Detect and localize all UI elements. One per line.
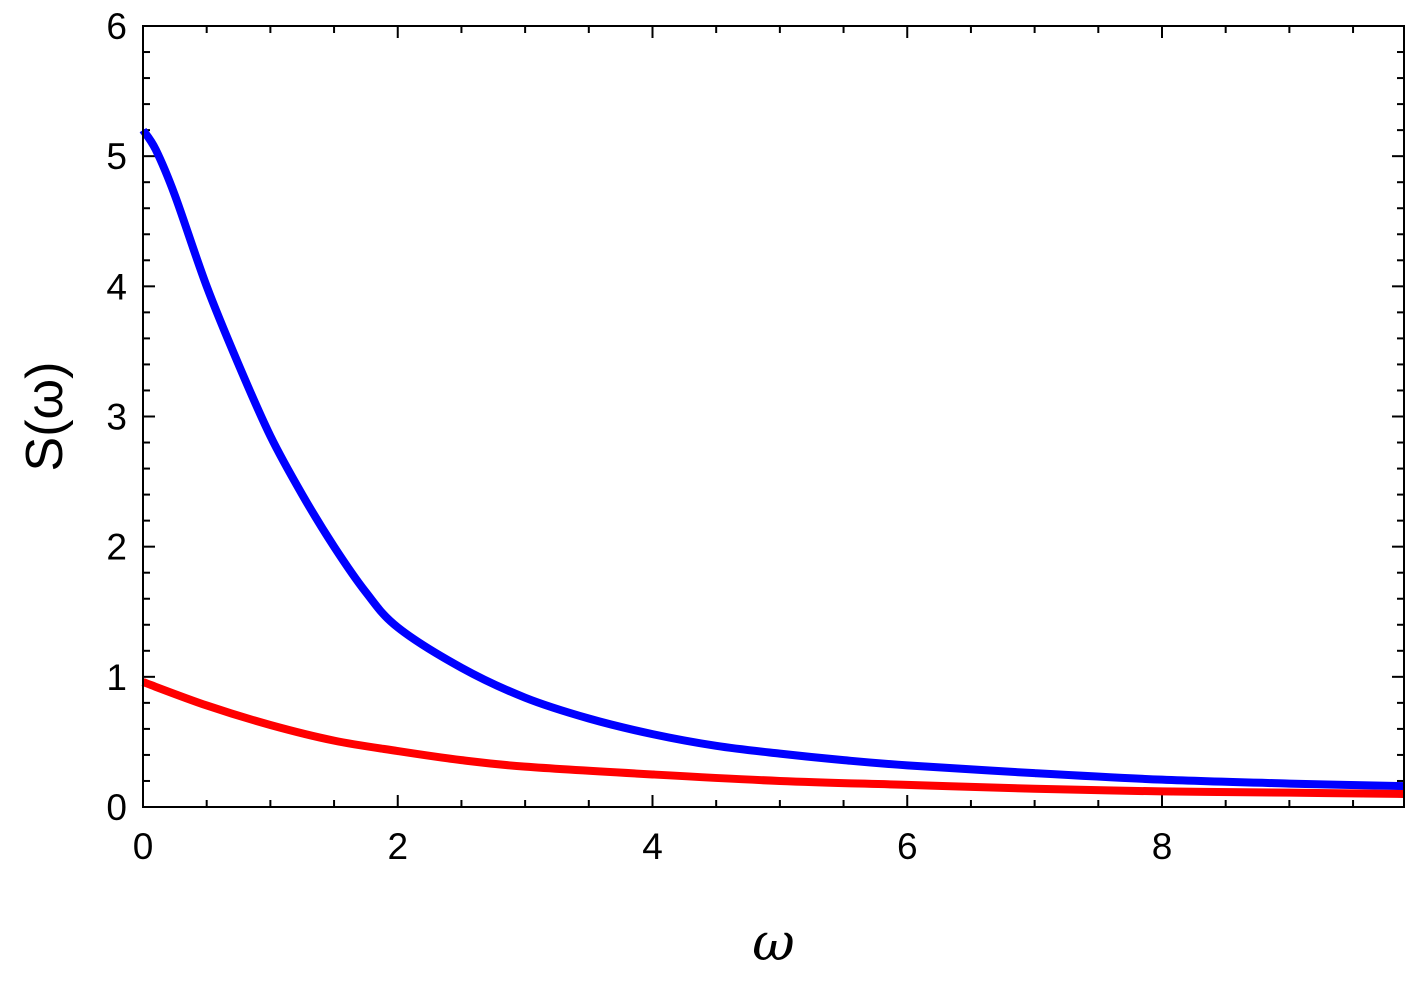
- x-tick-labels: 0 2 4 6 8: [133, 826, 1173, 867]
- y-tick-label: 5: [106, 136, 127, 177]
- x-tick-label: 6: [897, 826, 918, 867]
- plot-frame: [142, 25, 1405, 808]
- y-tick-label: 1: [106, 657, 127, 698]
- blue-curve: [139, 127, 1405, 791]
- y-tick-label: 4: [106, 266, 127, 307]
- x-tick-label: 4: [642, 826, 663, 867]
- y-tick-label: 3: [106, 397, 127, 438]
- y-tick-label: 0: [106, 787, 127, 828]
- y-tick-label: 6: [106, 6, 127, 47]
- y-tick-labels: 0 1 2 3 4 5 6: [106, 6, 127, 828]
- x-tick-label: 0: [133, 826, 154, 867]
- y-axis-label: S(ω): [16, 362, 74, 472]
- x-axis-label: ω: [752, 913, 794, 973]
- x-tick-label: 2: [387, 826, 408, 867]
- red-curve: [141, 678, 1405, 798]
- x-tick-label: 8: [1152, 826, 1173, 867]
- plot-curves: [139, 127, 1405, 798]
- tick-marks: [142, 25, 1404, 808]
- y-tick-label: 2: [106, 527, 127, 568]
